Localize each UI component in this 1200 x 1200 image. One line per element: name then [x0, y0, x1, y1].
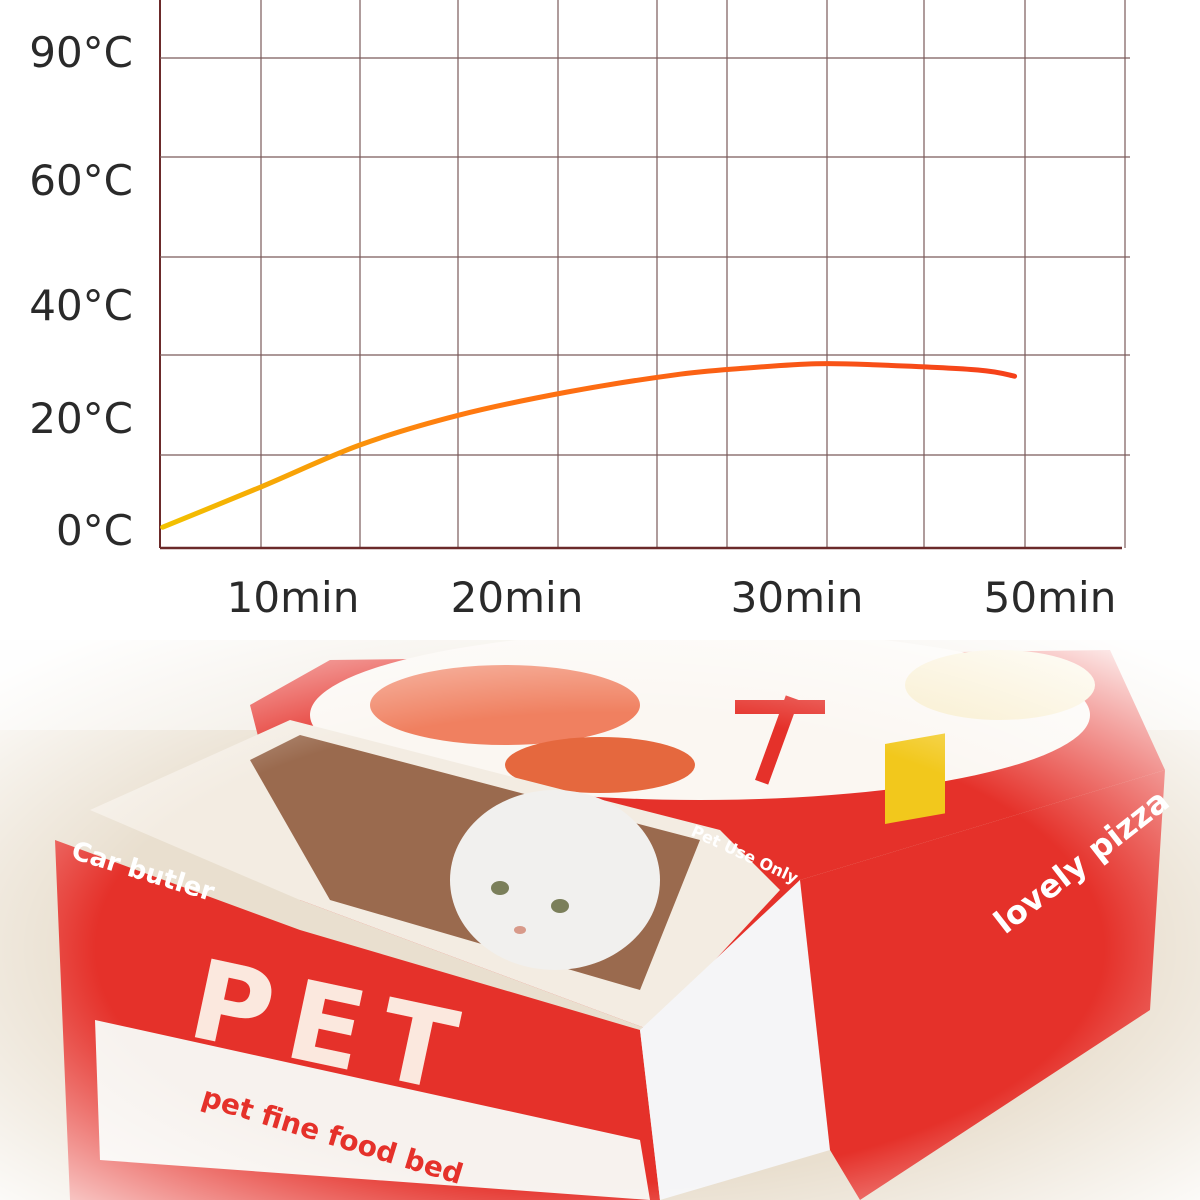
product-photo: Car butler PET pet fine food bed lovely …	[0, 640, 1200, 1200]
y-axis-labels: 0°C 20°C 40°C 60°C 90°C	[29, 28, 133, 555]
y-tick-label: 40°C	[29, 281, 133, 330]
x-tick-label: 30min	[731, 573, 864, 622]
y-tick-label: 90°C	[29, 28, 133, 77]
temperature-chart: 0°C 20°C 40°C 60°C 90°C 10min 20min 30min 50min	[29, 0, 1130, 622]
x-tick-label: 10min	[227, 573, 360, 622]
temperature-curve	[160, 361, 1018, 530]
chart-grid	[159, 0, 1130, 550]
vignette	[0, 640, 1200, 1200]
y-tick-label: 20°C	[29, 394, 133, 443]
x-tick-label: 50min	[984, 573, 1117, 622]
x-axis-labels: 10min 20min 30min 50min	[227, 573, 1117, 622]
y-tick-label: 0°C	[56, 506, 133, 555]
x-tick-label: 20min	[451, 573, 584, 622]
y-tick-label: 60°C	[29, 156, 133, 205]
